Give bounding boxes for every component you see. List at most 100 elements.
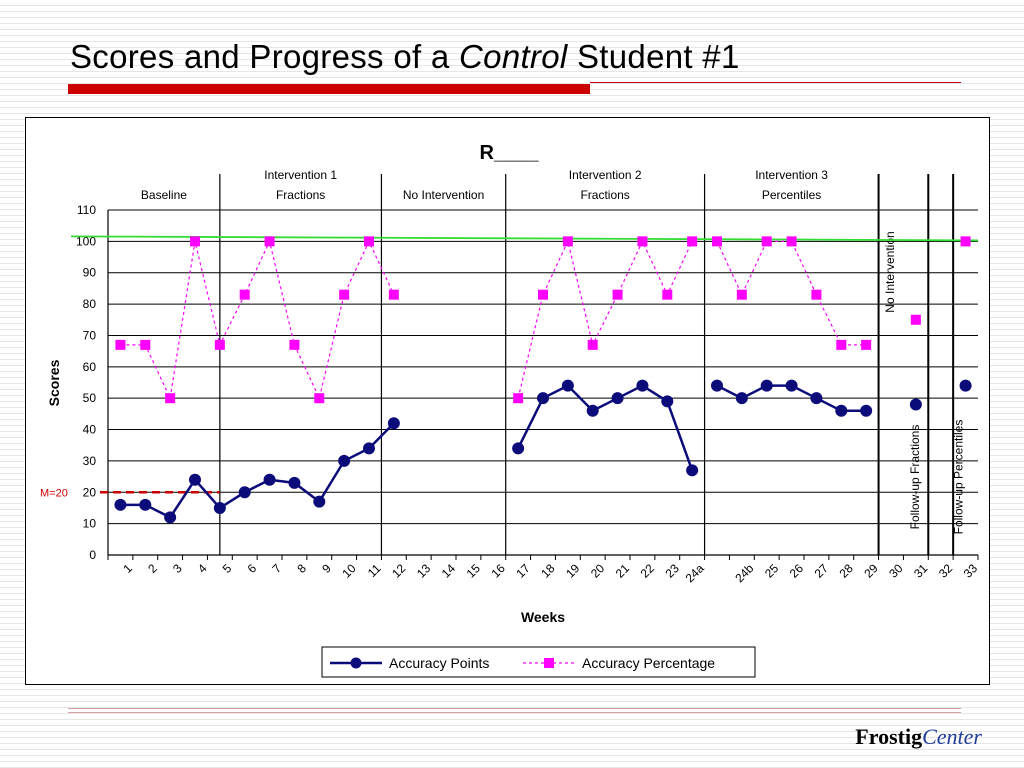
accuracy-points-point <box>189 473 201 486</box>
x-tick-label: 11 <box>365 561 384 580</box>
accuracy-percentage-point <box>836 339 847 350</box>
x-tick-label: 33 <box>961 561 981 581</box>
accuracy-points-point <box>860 404 873 417</box>
accuracy-points-point <box>139 498 152 511</box>
accuracy-points-point <box>313 495 326 508</box>
title-text-pre: Scores and Progress of a <box>70 38 460 75</box>
accuracy-percentage-point <box>960 236 971 247</box>
phase-label: No Intervention <box>403 188 484 202</box>
y-tick-label: 0 <box>89 548 96 562</box>
accuracy-points-point <box>363 442 375 455</box>
accuracy-points-point <box>238 486 251 499</box>
x-tick-label: 32 <box>936 561 956 581</box>
accuracy-points-point <box>760 379 773 392</box>
accuracy-percentage-point <box>736 289 747 300</box>
accuracy-percentage-point <box>786 236 797 247</box>
vertical-phase-label: Follow-up Fractions <box>908 425 922 530</box>
accuracy-points-point <box>387 417 400 430</box>
x-tick-label: 18 <box>538 561 558 581</box>
y-tick-label: 40 <box>83 423 97 437</box>
chart-frame <box>25 117 990 685</box>
y-tick-label: 60 <box>83 360 97 374</box>
accuracy-points-point <box>263 473 276 486</box>
y-axis-title: Scores <box>46 359 62 406</box>
accuracy-percentage-point <box>662 289 673 300</box>
accuracy-percentage-point <box>140 339 151 350</box>
x-tick-label: 29 <box>861 561 881 581</box>
chart-title: R____ <box>480 142 540 164</box>
accuracy-points-point <box>338 454 351 467</box>
accuracy-points-point <box>586 404 599 417</box>
accuracy-points-point <box>561 379 574 392</box>
accuracy-percentage-point <box>314 393 325 404</box>
x-tick-label: 2 <box>145 561 160 576</box>
accuracy-points-point <box>835 404 848 417</box>
x-tick-label: 21 <box>613 561 633 581</box>
vertical-phase-label: No Intervention <box>883 231 897 312</box>
x-tick-label: 12 <box>389 561 409 581</box>
legend-label: Accuracy Percentage <box>582 655 715 671</box>
x-tick-label: 8 <box>294 561 309 576</box>
accuracy-percentage-point <box>712 236 722 247</box>
accuracy-points-point <box>512 442 525 455</box>
phase-label: Fractions <box>276 188 325 202</box>
x-tick-label: 25 <box>762 561 782 581</box>
phase-label: Intervention 2 <box>569 168 642 182</box>
accuracy-points-point <box>288 476 301 489</box>
x-tick-label: 14 <box>439 561 459 581</box>
x-tick-label: 20 <box>588 561 608 581</box>
y-tick-label: 50 <box>83 391 97 405</box>
legend-box <box>321 646 756 678</box>
legend-label: Accuracy Points <box>389 655 489 671</box>
accuracy-points-point <box>213 501 226 514</box>
x-tick-label: 10 <box>339 561 359 581</box>
x-tick-label: 3 <box>170 561 185 576</box>
accuracy-percentage-point <box>214 339 225 350</box>
accuracy-points-point <box>164 511 177 524</box>
accuracy-percentage-point <box>538 289 548 300</box>
accuracy-percentage-line <box>517 239 693 399</box>
accuracy-percentage-point <box>339 289 350 300</box>
footer-rule-bottom <box>68 712 961 713</box>
x-tick-label: 27 <box>812 561 832 581</box>
x-tick-label: 13 <box>414 561 434 581</box>
logo-accent-text: Center <box>922 724 982 749</box>
y-tick-label: 10 <box>83 517 97 531</box>
vertical-phase-label: Follow-up Percentiles <box>952 420 966 535</box>
phase-label: Intervention 3 <box>755 168 828 182</box>
accuracy-percentage-point <box>811 289 822 300</box>
logo-main-text: Frostig <box>855 724 923 749</box>
x-tick-label: 7 <box>269 561 284 576</box>
accuracy-percentage-point <box>388 289 399 300</box>
accuracy-percentage-point <box>364 236 374 247</box>
accuracy-percentage-point <box>165 393 176 404</box>
accuracy-points-point <box>537 392 549 405</box>
x-axis-title: Weeks <box>521 609 565 625</box>
x-tick-label: 17 <box>513 561 533 581</box>
accuracy-percentage-point <box>289 339 300 350</box>
accuracy-percentage-point <box>264 236 275 247</box>
accuracy-percentage-point <box>239 289 250 300</box>
accuracy-percentage-point <box>861 339 872 350</box>
y-tick-label: 90 <box>83 266 97 280</box>
accuracy-percentage-point <box>761 236 772 247</box>
accuracy-percentage-point <box>687 236 698 247</box>
accuracy-percentage-point <box>637 236 648 247</box>
y-tick-label: 20 <box>83 485 97 499</box>
x-tick-label: 26 <box>787 561 807 581</box>
accuracy-percentage-point <box>562 236 573 247</box>
target-reference-line <box>70 235 979 242</box>
phase-label: Intervention 1 <box>264 168 337 182</box>
mean-reference-label: M=20 <box>40 487 68 499</box>
x-tick-label: 22 <box>638 561 658 581</box>
y-tick-label: 110 <box>77 203 96 217</box>
accuracy-points-point <box>959 379 972 392</box>
x-tick-label: 5 <box>220 561 235 576</box>
phase-label: Baseline <box>141 188 187 202</box>
x-tick-label: 28 <box>836 561 856 581</box>
phase-label: Fractions <box>580 188 629 202</box>
title-text-emphasis: Control <box>459 38 568 75</box>
legend-swatch-marker <box>350 657 362 669</box>
accuracy-percentage-point <box>612 289 623 300</box>
y-tick-label: 80 <box>83 297 97 311</box>
